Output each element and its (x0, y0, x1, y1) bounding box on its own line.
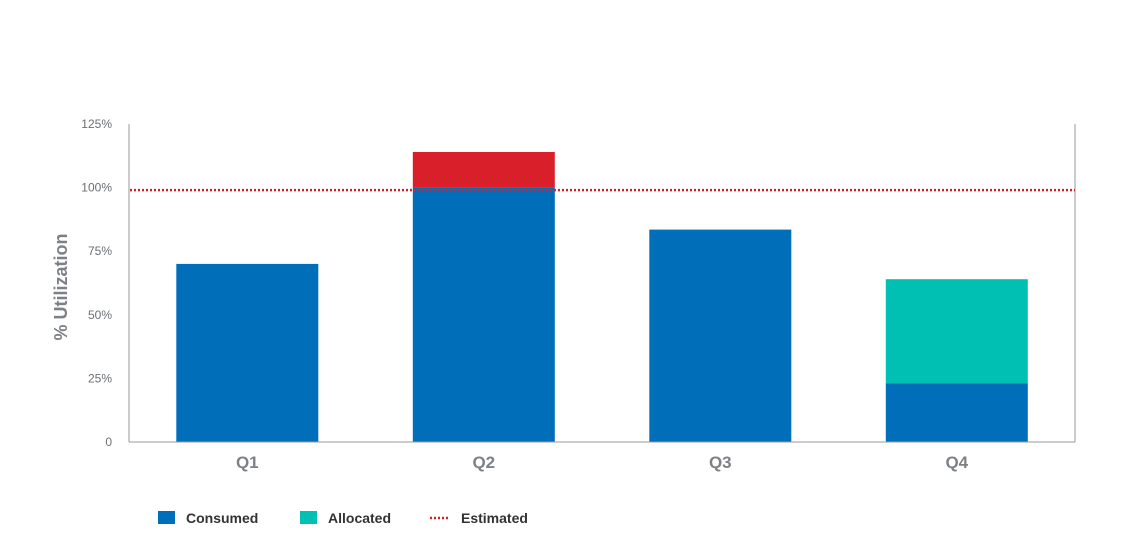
bar-q3-series-0 (649, 229, 792, 442)
y-tick-label-25: 25% (88, 371, 112, 385)
bar-q4-series-1 (885, 279, 1028, 384)
bar-q2-series-2 (412, 152, 555, 188)
bars-layer (176, 152, 1028, 442)
y-tick-label-125: 125% (81, 117, 112, 131)
axes-layer (128, 124, 1076, 443)
bar-q2-series-0 (412, 187, 555, 442)
y-axis-title: % Utilization (51, 234, 71, 341)
legend: Consumed Allocated Estimated (158, 510, 528, 526)
x-tick-label-q4: Q4 (945, 453, 968, 472)
x-tick-label-q2: Q2 (472, 453, 495, 472)
legend-label-estimated: Estimated (461, 510, 528, 526)
bar-q4-series-0 (885, 383, 1028, 442)
y-tick-label-100: 100% (81, 181, 112, 195)
labels-layer: Q1 Q2 Q3 Q4 0 25% 50% 75% 100% 125% % Utilization (51, 117, 969, 472)
x-tick-label-q1: Q1 (236, 453, 259, 472)
legend-swatch-consumed (158, 511, 175, 524)
legend-swatch-allocated (300, 511, 317, 524)
bar-q1-series-0 (176, 263, 319, 442)
legend-label-allocated: Allocated (328, 510, 391, 526)
y-tick-label-0: 0 (105, 435, 112, 449)
y-tick-label-50: 50% (88, 308, 112, 322)
x-tick-label-q3: Q3 (709, 453, 732, 472)
legend-label-consumed: Consumed (186, 510, 258, 526)
y-tick-label-75: 75% (88, 244, 112, 258)
